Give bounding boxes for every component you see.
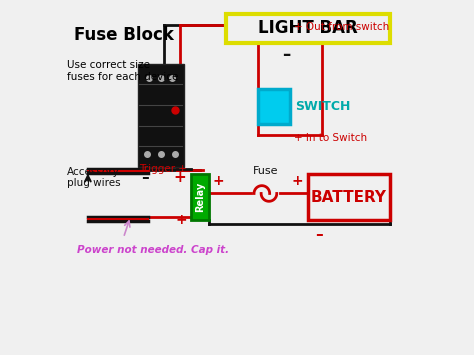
- Text: + In to Switch: + In to Switch: [294, 133, 367, 143]
- Bar: [227, 14, 390, 43]
- Text: Trigger +: Trigger +: [139, 164, 187, 174]
- Text: SWITCH: SWITCH: [296, 100, 351, 113]
- Text: Fuse Block: Fuse Block: [73, 27, 173, 44]
- Bar: [258, 89, 290, 124]
- Text: +: +: [291, 174, 303, 188]
- Text: Power not needed. Cap it.: Power not needed. Cap it.: [77, 245, 229, 255]
- Text: –: –: [315, 227, 322, 242]
- Text: Use correct size
fuses for each device: Use correct size fuses for each device: [67, 60, 178, 82]
- Text: Relay: Relay: [195, 182, 205, 212]
- Text: +: +: [176, 213, 187, 227]
- Text: Accessory
plug wires: Accessory plug wires: [67, 167, 120, 188]
- Text: +: +: [174, 170, 187, 185]
- Bar: [308, 174, 390, 220]
- Text: BATTERY: BATTERY: [311, 190, 387, 204]
- Text: +: +: [212, 174, 224, 188]
- Text: –: –: [141, 170, 148, 185]
- Bar: [137, 64, 184, 167]
- Text: –: –: [283, 46, 291, 64]
- Text: Fuse: Fuse: [253, 166, 278, 176]
- Text: LIGHT BAR: LIGHT BAR: [258, 20, 358, 37]
- Text: + Out from switch: + Out from switch: [294, 22, 389, 32]
- Bar: [191, 174, 209, 220]
